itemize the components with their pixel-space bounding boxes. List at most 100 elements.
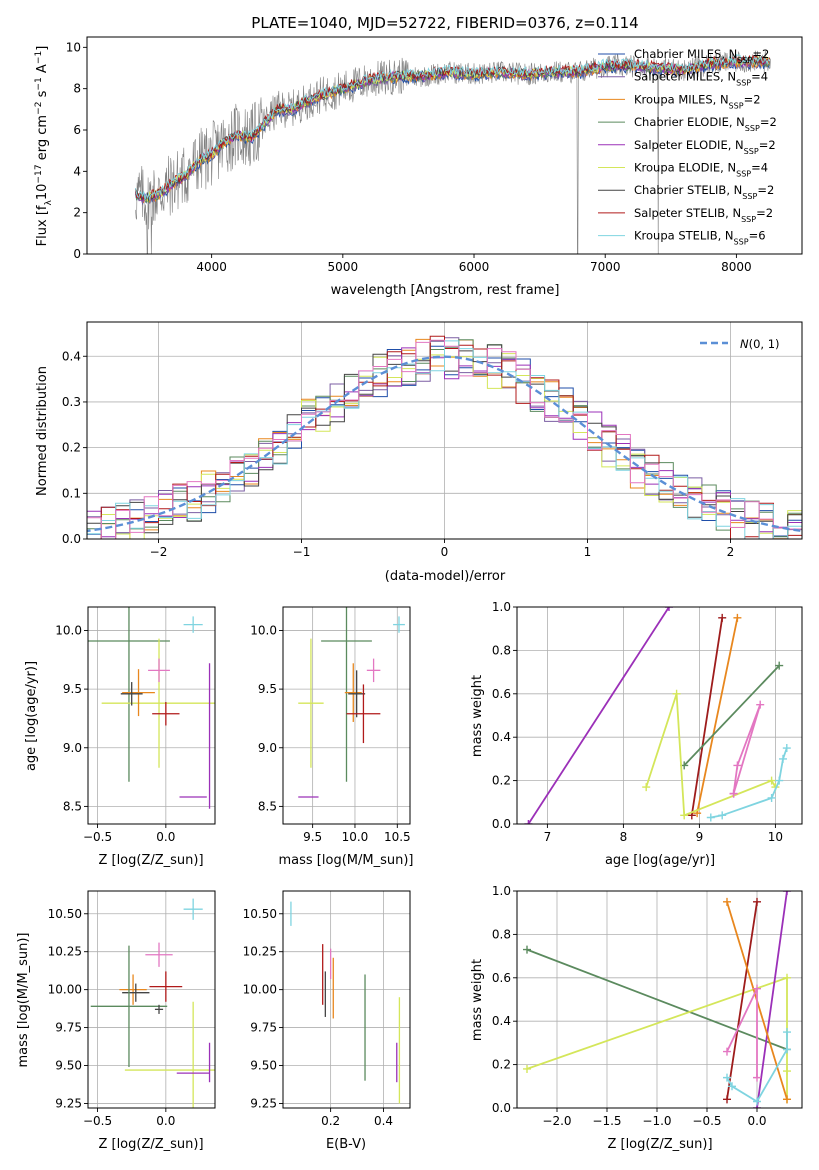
y-tick-label: 10.0: [55, 623, 82, 637]
x-tick-label: 1: [584, 545, 592, 559]
y-tick-label: 10.50: [48, 907, 82, 921]
x-tick-label: 5000: [328, 260, 359, 274]
mass_vs_ebv-plot-area: [290, 901, 401, 1104]
weight-line: [683, 664, 780, 767]
weight-line: [732, 704, 762, 794]
y-tick-label: 0.1: [62, 486, 81, 500]
x-tick-label: 9: [696, 830, 704, 844]
weight-series: [729, 700, 765, 798]
weight-vs-age-xlabel: age [log(age/yr)]: [605, 853, 715, 868]
axes-frame: [87, 890, 216, 1109]
y-tick-label: 9.75: [55, 1021, 82, 1035]
y-tick-label: 0.0: [62, 532, 81, 546]
plus-marker: [779, 754, 787, 763]
spectrum-ylabel: Flux [fλ10−17 erg cm−2 s−1 A−1]: [34, 46, 54, 247]
weight_vs_age-plot-area: [524, 607, 791, 824]
x-tick-label: 7: [544, 830, 552, 844]
y-tick-label: 0.6: [492, 971, 511, 985]
errorbar-point: [298, 638, 324, 768]
y-tick-label: 1.0: [492, 600, 511, 614]
y-tick-label: 8: [73, 82, 81, 96]
legend-entry: Salpeter ELODIE, NSSP=2: [634, 138, 776, 156]
plus-marker: [733, 613, 742, 622]
age_vs_mass-axes: 9.5 10.0 10.5 8.5 9.0 9.5 10.0: [250, 606, 411, 844]
y-tick-label: 10.00: [48, 983, 82, 997]
y-tick-label: 8.5: [63, 799, 82, 813]
y-tick-label: 0.4: [492, 730, 511, 744]
x-tick-label: 0.0: [156, 1114, 175, 1128]
plus-marker: [783, 1045, 791, 1054]
x-tick-label: 10.5: [384, 830, 411, 844]
mass_vs_Z-frame: −0.5 0.0 9.25 9.50 9.75 10.00 10.25 10.50: [48, 890, 216, 1128]
weight_vs_age-axes: 7 8 9 10 0.0 0.2 0.4 0.6 0.8 1.0: [492, 600, 803, 844]
plus-marker: [783, 1067, 791, 1076]
plus-marker: [783, 1095, 791, 1104]
weight-line: [726, 901, 758, 1100]
errorbar-point: [148, 658, 170, 683]
residuals-legend: N(0, 1): [700, 337, 780, 351]
spectrum-legend: Chabrier MILES, NSSP=2 Salpeter MILES, NS…: [598, 47, 777, 246]
plus-marker: [524, 820, 533, 824]
x-tick-label: 8000: [721, 260, 752, 274]
x-tick-label: 7000: [590, 260, 621, 274]
x-tick-label: −1: [293, 545, 311, 559]
spectrum-axes: 4000 5000 6000 7000 8000 0 2 4 6 8 10: [66, 36, 803, 274]
plus-marker: [723, 897, 731, 906]
plus-marker: [680, 811, 689, 820]
x-tick-label: 0.2: [321, 1114, 340, 1128]
weight-series: [723, 897, 761, 1104]
y-tick-label: 8.5: [258, 799, 277, 813]
legend-entry: Salpeter STELIB, NSSP=2: [634, 206, 773, 224]
age-vs-mass-xlabel: mass [log(M/M_sun)]: [279, 853, 414, 868]
weight-line: [645, 693, 777, 817]
plus-marker: [718, 613, 727, 622]
legend-entry: Chabrier STELIB, NSSP=2: [634, 183, 774, 201]
weight-series: [723, 1028, 791, 1106]
y-tick-label: 0.0: [492, 1101, 511, 1115]
y-tick-label: 9.5: [63, 682, 82, 696]
axes-frame: [87, 606, 216, 825]
y-tick-label: 0.4: [62, 349, 81, 363]
x-tick-label: 4000: [196, 260, 227, 274]
errorbar-point: [88, 607, 170, 782]
plus-marker: [523, 945, 531, 954]
mass_vs_Z-plot-area: [90, 898, 215, 1108]
weight-series: [706, 744, 791, 822]
x-tick-label: 10.0: [342, 830, 369, 844]
mass_vs_Z-axes: −0.5 0.0 9.25 9.50 9.75 10.00 10.25 10.50: [48, 890, 216, 1128]
errorbar-point: [183, 616, 203, 633]
errorbar-point: [120, 682, 143, 706]
plus-marker: [728, 1082, 736, 1091]
plus-marker: [753, 1073, 761, 1082]
y-tick-label: 10.0: [250, 623, 277, 637]
plus-marker: [523, 1064, 531, 1073]
mass-vs-Z-xlabel: Z [log(Z/Z_sun)]: [98, 1137, 203, 1152]
errorbar-point: [124, 1001, 215, 1108]
legend-entry: Kroupa STELIB, NSSP=6: [634, 229, 766, 247]
axes-frame: [516, 606, 803, 825]
x-tick-label: −0.5: [83, 1114, 112, 1128]
y-tick-label: 0.0: [492, 817, 511, 831]
mass_vs_ebv-frame: 0.2 0.4 9.25 9.50 9.75 10.00 10.25 10.50: [243, 890, 411, 1128]
errorbar-point: [344, 663, 362, 722]
errorbar-point: [90, 945, 168, 1068]
age_vs_mass-plot-area: [298, 607, 405, 798]
plus-marker: [756, 700, 765, 709]
plus-marker: [753, 897, 761, 906]
y-tick-label: 0.2: [492, 774, 511, 788]
age_vs_Z-plot-area: [88, 607, 215, 809]
y-tick-label: 9.50: [250, 1059, 277, 1073]
errorbar-point: [183, 898, 203, 920]
spectrum-frame: 4000 5000 6000 7000 8000 0 2 4 6 8 10: [66, 36, 803, 274]
weight-line: [690, 617, 724, 816]
x-tick-label: 9.5: [303, 830, 322, 844]
weight-line: [696, 617, 739, 814]
y-tick-label: 0.3: [62, 395, 81, 409]
plus-marker: [775, 776, 784, 785]
y-tick-label: 9.5: [258, 682, 277, 696]
y-tick-label: 0.8: [492, 927, 511, 941]
x-tick-label: 0.4: [374, 1114, 393, 1128]
mass-vs-Z-ylabel: mass [log(M/M_sun)]: [16, 933, 31, 1068]
weight-series: [680, 661, 784, 770]
